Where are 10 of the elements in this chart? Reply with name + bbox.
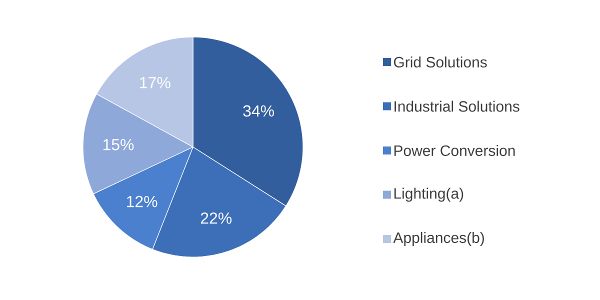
- data-label: 34%: [243, 105, 274, 117]
- data-label: 17%: [140, 77, 170, 88]
- legend-label: Grid Solutions: [394, 56, 487, 68]
- legend-label: Industrial Solutions: [394, 100, 520, 112]
- legend-label: Power Conversion: [394, 144, 515, 156]
- data-label: 15%: [103, 139, 134, 150]
- data-label: 22%: [200, 212, 232, 224]
- legend-label: Lighting(a): [394, 188, 464, 202]
- data-label: 12%: [127, 196, 158, 208]
- legend-label: Appliances(b): [393, 232, 484, 246]
